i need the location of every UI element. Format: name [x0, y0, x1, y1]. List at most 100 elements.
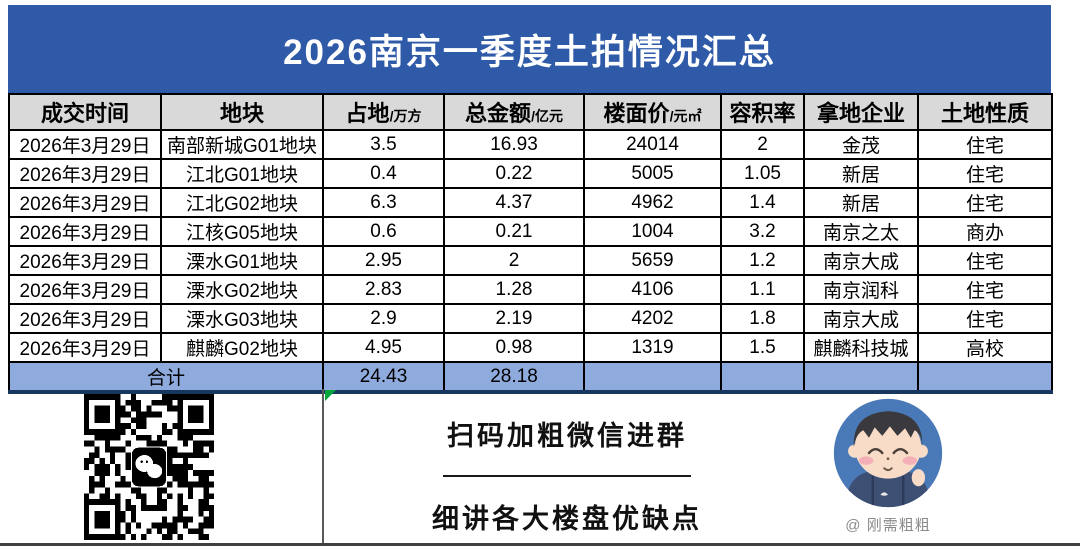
table-cell: 1004 — [583, 216, 722, 247]
table-cell: 1.5 — [720, 332, 805, 363]
table-cell: 住宅 — [917, 274, 1053, 305]
table-cell: 2026年3月29日 — [8, 274, 162, 305]
table-cell: 2026年3月29日 — [8, 245, 162, 276]
table-cell: 2026年3月29日 — [8, 332, 162, 363]
table-cell: 南京润科 — [803, 274, 919, 305]
table-row: 2026年3月29日 江北G02地块 6.3 4.37 4962 1.4 新居 住宅 — [8, 187, 1053, 218]
author-handle: @ 刚需粗粗 — [845, 517, 931, 534]
avatar — [833, 398, 943, 508]
table-cell: 1319 — [583, 332, 722, 363]
table-cell: 6.3 — [322, 187, 445, 218]
table-cell: 金茂 — [803, 129, 919, 160]
table-cell: 0.21 — [443, 216, 585, 247]
land-auction-table: 成交时间 地块 占地/万方 总金额/亿元 楼面价/元㎡ 容积率 拿地企业 土地性质 2026年… — [8, 93, 1053, 394]
table-cell: 新居 — [803, 187, 919, 218]
table-header-row: 成交时间 地块 占地/万方 总金额/亿元 楼面价/元㎡ 容积率 拿地企业 土地性质 — [8, 93, 1053, 131]
table-cell: 1.1 — [720, 274, 805, 305]
table-cell: 麒麟科技城 — [803, 332, 919, 363]
table-cell: 2026年3月29日 — [8, 216, 162, 247]
table-cell: 南京大成 — [803, 303, 919, 334]
column-header: 楼面价/元㎡ — [583, 93, 722, 131]
table-cell: 住宅 — [917, 245, 1053, 276]
table-cell: 0.22 — [443, 158, 585, 189]
table-cell: 1.28 — [443, 274, 585, 305]
column-header: 总金额/亿元 — [443, 93, 585, 131]
qr-code-image — [84, 394, 214, 540]
column-header: 占地/万方 — [322, 93, 445, 131]
table-cell: 住宅 — [917, 158, 1053, 189]
table-cell: 高校 — [917, 332, 1053, 363]
excel-error-triangle — [325, 390, 336, 401]
table-cell: 江北G02地块 — [160, 187, 324, 218]
total-cell: 24.43 — [322, 361, 445, 394]
table-cell: 2026年3月29日 — [8, 129, 162, 160]
table-cell: 2.83 — [322, 274, 445, 305]
total-cell: 合计 — [8, 361, 324, 394]
table-row: 2026年3月29日 江北G01地块 0.4 0.22 5005 1.05 新居 住宅 — [8, 158, 1053, 189]
table-cell: 2.95 — [322, 245, 445, 276]
table-cell: 新居 — [803, 158, 919, 189]
table-row: 2026年3月29日 江核G05地块 0.6 0.21 1004 3.2 南京之太 商办 — [8, 216, 1053, 247]
table-cell: 4202 — [583, 303, 722, 334]
column-header: 成交时间 — [8, 93, 162, 131]
column-header: 拿地企业 — [803, 93, 919, 131]
table-row: 2026年3月29日 溧水G02地块 2.83 1.28 4106 1.1 南京润科 住宅 — [8, 274, 1053, 305]
page-title: 2026南京一季度土拍情况汇总 — [8, 5, 1051, 93]
table-cell: 江核G05地块 — [160, 216, 324, 247]
table-cell: 5659 — [583, 245, 722, 276]
footer-message: 扫码加粗微信进群 细讲各大楼盘优缺点 — [332, 398, 802, 536]
footer-line-1: 扫码加粗微信进群 — [447, 421, 687, 451]
total-empty-cell — [720, 361, 805, 394]
total-row: 合计 24.43 28.18 — [8, 361, 1053, 394]
table-cell: 南京之太 — [803, 216, 919, 247]
total-empty-cell — [917, 361, 1053, 394]
table-cell: 2 — [720, 129, 805, 160]
table-cell: 1.05 — [720, 158, 805, 189]
table-cell: 江北G01地块 — [160, 158, 324, 189]
table-row: 2026年3月29日 麒麟G02地块 4.95 0.98 1319 1.5 麒麟科技城 高校 — [8, 332, 1053, 363]
wechat-qr-code — [84, 394, 214, 540]
footer-cell-divider — [322, 389, 324, 543]
table-cell: 3.5 — [322, 129, 445, 160]
table-cell: 1.8 — [720, 303, 805, 334]
table-cell: 南部新城G01地块 — [160, 129, 324, 160]
table-row: 2026年3月29日 溧水G03地块 2.9 2.19 4202 1.8 南京大成 住宅 — [8, 303, 1053, 334]
column-header: 地块 — [160, 93, 324, 131]
table-cell: 24014 — [583, 129, 722, 160]
table-cell: 麒麟G02地块 — [160, 332, 324, 363]
table-cell: 4106 — [583, 274, 722, 305]
table-row: 2026年3月29日 溧水G01地块 2.95 2 5659 1.2 南京大成 住宅 — [8, 245, 1053, 276]
table-cell: 2026年3月29日 — [8, 303, 162, 334]
total-empty-cell — [803, 361, 919, 394]
table-cell: 住宅 — [917, 187, 1053, 218]
author-block: @ 刚需粗粗 — [830, 396, 946, 535]
table-cell: 3.2 — [720, 216, 805, 247]
total-empty-cell — [583, 361, 722, 394]
table-cell: 溧水G02地块 — [160, 274, 324, 305]
table-cell: 4962 — [583, 187, 722, 218]
table-cell: 2026年3月29日 — [8, 158, 162, 189]
table-cell: 0.6 — [322, 216, 445, 247]
table-cell: 5005 — [583, 158, 722, 189]
table-cell: 4.37 — [443, 187, 585, 218]
table-cell: 南京大成 — [803, 245, 919, 276]
total-cell: 28.18 — [443, 361, 585, 394]
table-row: 2026年3月29日 南部新城G01地块 3.5 16.93 24014 2 金茂 住宅 — [8, 129, 1053, 160]
table-cell: 溧水G03地块 — [160, 303, 324, 334]
table-cell: 溧水G01地块 — [160, 245, 324, 276]
bottom-border-line — [0, 543, 1080, 546]
table-cell: 4.95 — [322, 332, 445, 363]
table-cell: 2 — [443, 245, 585, 276]
table-cell: 住宅 — [917, 129, 1053, 160]
footer-line-2: 细讲各大楼盘优缺点 — [432, 504, 702, 534]
table-cell: 2.9 — [322, 303, 445, 334]
table-cell: 2026年3月29日 — [8, 187, 162, 218]
table-cell: 2.19 — [443, 303, 585, 334]
footer-divider-line — [443, 475, 691, 477]
table-cell: 1.2 — [720, 245, 805, 276]
table-cell: 0.4 — [322, 158, 445, 189]
table-cell: 0.98 — [443, 332, 585, 363]
table-cell: 1.4 — [720, 187, 805, 218]
table-cell: 商办 — [917, 216, 1053, 247]
